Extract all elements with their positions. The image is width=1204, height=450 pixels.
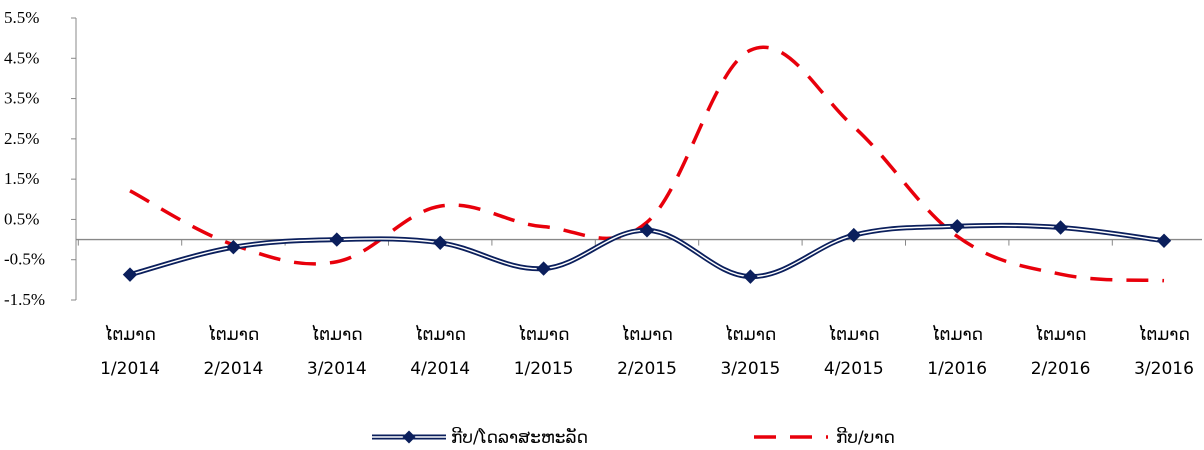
data-point-marker (639, 223, 655, 238)
y-tick-label: 1.5% (4, 169, 39, 188)
x-axis: ໄຕມາດ 1/2014 ໄຕມາດ 2/2014 ໄຕມາດ 3/2014 ໄຕມາດ 4/… (76, 238, 1202, 379)
data-point-marker (949, 219, 965, 234)
legend-label-kip-usd: ກີບ/ໂດລາສະຫະລັດ (451, 426, 588, 448)
y-tick-label: -1.5% (4, 290, 45, 309)
x-tick-label-line1: ໄຕມາດ (1035, 324, 1087, 345)
data-point-marker (226, 240, 241, 255)
y-tick-label: 5.5% (4, 8, 39, 27)
y-axis: 5.5% 4.5% 3.5% 2.5% 1.5% 0.5% -0.5% -1.5% (4, 8, 77, 309)
data-point-marker (846, 227, 862, 243)
legend-marker-kip-usd (402, 430, 416, 444)
y-tick-label: 2.5% (4, 129, 39, 148)
x-tick-label-line2: 4/2014 (410, 359, 470, 379)
x-tick-label-line2: 3/2016 (1134, 359, 1194, 379)
data-point-marker (122, 267, 138, 282)
series-lines (122, 45, 1172, 284)
legend-label-kip-baht: ກີບ/ບາດ (836, 427, 895, 448)
x-tick-label-line2: 3/2015 (720, 359, 780, 379)
x-tick-label-line2: 2/2014 (203, 359, 263, 379)
x-tick-label-line2: 1/2014 (100, 359, 160, 379)
y-tick-label: 3.5% (4, 89, 39, 108)
x-tick-label-line2: 2/2015 (617, 359, 677, 379)
data-point-marker (743, 269, 758, 284)
x-tick-label-line1: ໄຕມາດ (1138, 324, 1190, 345)
data-point-marker (1053, 220, 1068, 235)
y-tick-label: -0.5% (4, 250, 45, 269)
series-line-kip-baht (129, 45, 1165, 283)
data-point-marker (432, 235, 448, 251)
x-tick-label-line2: 3/2014 (307, 359, 367, 379)
x-tick-label-line1: ໄຕມາດ (311, 324, 363, 345)
x-tick-label-line2: 1/2016 (927, 359, 987, 379)
x-tick-label-line2: 2/2016 (1031, 359, 1091, 379)
x-tick-label-line1: ໄຕມາດ (208, 324, 260, 345)
x-tick-label-line1: ໄຕມາດ (828, 324, 880, 345)
x-tick-label-line1: ໄຕມາດ (725, 324, 777, 345)
data-point-marker (536, 261, 551, 276)
y-tick-label: 0.5% (4, 209, 39, 228)
data-point-marker (1156, 233, 1172, 248)
x-tick-label-line2: 4/2015 (824, 359, 884, 379)
x-tick-label-line1: ໄຕມາດ (931, 324, 983, 345)
data-point-marker (329, 232, 345, 247)
x-tick-label-line1: ໄຕມາດ (621, 324, 673, 345)
x-tick-label-line1: ໄຕມາດ (518, 324, 570, 345)
x-tick-label-line1: ໄຕມາດ (104, 324, 156, 345)
x-tick-label-line2: 1/2015 (514, 359, 574, 379)
y-tick-label: 4.5% (4, 48, 39, 67)
legend: ກີບ/ໂດລາສະຫະລັດ ກີບ/ບາດ (372, 426, 895, 448)
x-tick-label-line1: ໄຕມາດ (414, 324, 466, 345)
